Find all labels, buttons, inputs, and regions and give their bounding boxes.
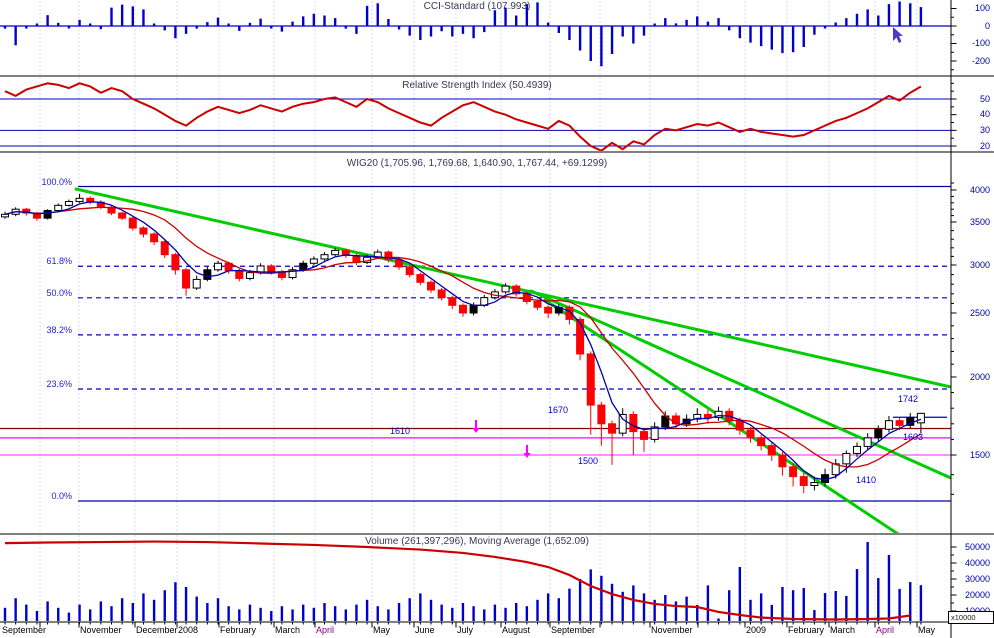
cci-panel-title: CCI-Standard (107.993)	[423, 1, 531, 12]
price-level-label: 1500	[578, 456, 599, 466]
month-label: November	[651, 625, 693, 635]
month-label: February	[220, 625, 257, 635]
axis-value-label: 30	[979, 124, 990, 135]
axis-value-label: 100	[974, 3, 990, 13]
price-panel-title: WIG20 (1,705.96, 1,769.68, 1,640.90, 1,7…	[346, 158, 608, 169]
axis-value-label: 20000	[964, 589, 990, 600]
axis-value-label: 3500	[969, 216, 990, 227]
volume-multiplier-badge: x10000	[948, 611, 994, 624]
price-level-label: 1603	[903, 432, 924, 442]
price-ma-blue	[4, 201, 922, 481]
axis-value-label: 2000	[969, 371, 990, 382]
volume-panel-title: Volume (261,397,296), Moving Average (1,…	[365, 536, 589, 547]
fib-label: 23.6%	[46, 379, 72, 389]
fib-label: 100.0%	[41, 176, 72, 187]
month-label: November	[80, 625, 122, 635]
cci-histogram	[3, 1, 923, 67]
month-label: April	[316, 625, 335, 635]
axis-value-label: 4000	[969, 184, 990, 195]
month-label: June	[415, 625, 435, 635]
fib-label: 38.2%	[46, 324, 72, 335]
time-axis-ticks	[4, 622, 922, 628]
fib-label: 50.0%	[46, 287, 72, 298]
month-gridlines	[39, 1, 918, 621]
sell-signal-arrow-head	[523, 453, 531, 458]
axis-value-label: 20	[979, 140, 990, 151]
axis-value-label: 3000	[969, 259, 990, 270]
price-ma-red	[4, 206, 922, 468]
axis-value-label: 50	[979, 93, 990, 104]
month-label: August	[502, 625, 531, 635]
axis-value-label: 40	[979, 109, 990, 120]
month-label: May	[918, 625, 936, 635]
axis-value-label: -200	[971, 55, 990, 66]
volume-ma-line	[4, 540, 911, 621]
rsi-panel-title: Relative Strength Index (50.4939)	[402, 80, 552, 91]
month-label: September	[2, 625, 47, 635]
month-label: 2008	[178, 625, 199, 635]
month-label: March	[830, 625, 856, 635]
volume-bars	[3, 542, 923, 621]
axis-value-label: 2500	[969, 307, 990, 318]
month-label: March	[275, 625, 301, 635]
price-level-label: 1742	[898, 394, 919, 404]
price-level-label: 1670	[548, 405, 569, 415]
fib-label: 0.0%	[51, 491, 72, 501]
month-label: December	[136, 625, 178, 635]
month-label: 2009	[746, 625, 767, 635]
axis-value-label: 0	[984, 20, 990, 31]
axis-value-label: -100	[971, 38, 990, 48]
month-label: April	[876, 625, 895, 635]
price-level-label: 1410	[856, 475, 877, 485]
price-level-label: 1610	[390, 426, 411, 436]
rsi-line	[4, 82, 922, 151]
axis-value-label: 50000	[964, 541, 990, 552]
trendlines	[74, 187, 951, 533]
axis-value-label: 30000	[964, 573, 990, 584]
month-label: May	[373, 625, 391, 635]
axis-value-label: 10000	[954, 606, 990, 616]
month-label: September	[551, 625, 596, 635]
month-label: February	[788, 625, 825, 635]
axis-value-label: 1500	[969, 449, 990, 460]
sell-signal-arrow-head	[472, 428, 480, 433]
candlesticks	[1, 193, 925, 494]
axis-value-label: 40000	[964, 557, 990, 568]
month-label: July	[457, 625, 474, 635]
fib-label: 61.8%	[46, 256, 72, 267]
pointer-cursor-icon	[893, 27, 903, 43]
